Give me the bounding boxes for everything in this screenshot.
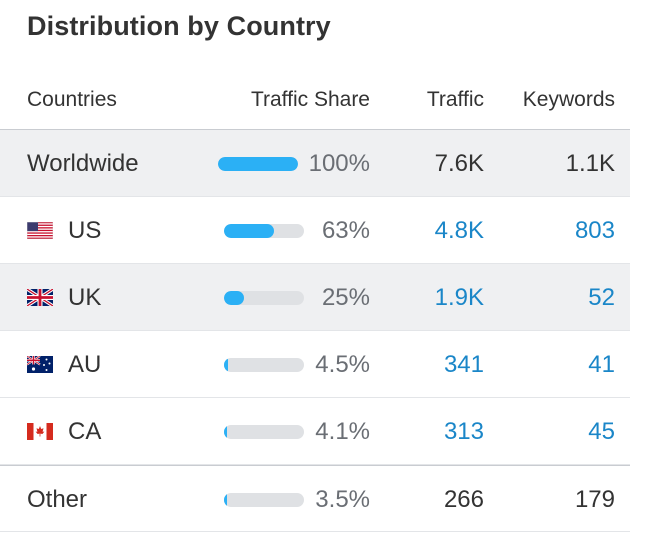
table-row: AU 4.5% 341 41: [0, 331, 630, 398]
traffic-value-link[interactable]: 341: [443, 351, 484, 378]
traffic-share-bar-fill: [224, 291, 244, 305]
country-name[interactable]: US: [68, 216, 102, 244]
country-cell: AU: [27, 331, 101, 398]
traffic-share-value: 63%: [321, 217, 370, 244]
country-cell: Other: [27, 466, 87, 533]
traffic-share-bar-fill: [218, 157, 298, 171]
traffic-value: 266: [443, 486, 484, 513]
traffic-value-link[interactable]: 313: [443, 418, 484, 445]
uk-flag-icon: [27, 289, 53, 306]
keywords-value-link[interactable]: 41: [588, 351, 615, 378]
keywords-value-link[interactable]: 52: [588, 284, 615, 311]
country-name: Worldwide: [27, 149, 139, 177]
au-flag-icon: [27, 356, 53, 373]
traffic-share-bar: [224, 425, 304, 439]
keywords-value: 1.1K: [565, 150, 615, 177]
country-cell: US: [27, 197, 101, 264]
table-row: CA 4.1% 313 45: [0, 398, 630, 465]
traffic-share-bar: [224, 224, 304, 238]
traffic-share-value: 4.5%: [315, 351, 370, 378]
keywords-value: 179: [574, 486, 615, 513]
traffic-share-bar-fill: [224, 425, 228, 439]
keywords-value-link[interactable]: 803: [574, 217, 615, 244]
widget-title: Distribution by Country: [27, 11, 331, 41]
country-name[interactable]: CA: [68, 417, 102, 445]
column-header-keywords[interactable]: Keywords: [522, 88, 615, 111]
country-name[interactable]: AU: [68, 350, 102, 378]
country-cell: CA: [27, 398, 101, 465]
table-header: Countries Traffic Share Traffic Keywords: [0, 88, 630, 118]
table-row: UK 25% 1.9K 52: [0, 264, 630, 331]
us-flag-icon: [27, 222, 53, 239]
country-name[interactable]: UK: [68, 283, 102, 311]
ca-flag-icon: [27, 423, 53, 440]
traffic-value-link[interactable]: 1.9K: [434, 284, 484, 311]
traffic-share-bar-fill: [224, 493, 227, 507]
traffic-share-value: 25%: [321, 284, 370, 311]
country-cell: UK: [27, 264, 101, 331]
traffic-value-link[interactable]: 4.8K: [434, 217, 484, 244]
column-header-countries[interactable]: Countries: [27, 88, 117, 111]
traffic-share-value: 4.1%: [315, 418, 370, 445]
traffic-share-value: 100%: [308, 150, 370, 177]
country-cell: Worldwide: [27, 130, 139, 197]
traffic-share-value: 3.5%: [315, 486, 370, 513]
column-header-traffic-share[interactable]: Traffic Share: [250, 88, 370, 111]
traffic-share-bar: [224, 358, 304, 372]
table-row: Other 3.5% 266 179: [0, 465, 630, 532]
country-name: Other: [27, 485, 88, 513]
traffic-share-bar: [224, 493, 304, 507]
table-row: US 63% 4.8K 803: [0, 197, 630, 264]
header-divider: [0, 129, 630, 130]
traffic-share-bar: [218, 157, 298, 171]
traffic-value: 7.6K: [434, 150, 484, 177]
country-table: Worldwide 100% 7.6K 1.1K: [0, 130, 630, 532]
traffic-share-bar: [224, 291, 304, 305]
table-row: Worldwide 100% 7.6K 1.1K: [0, 130, 630, 197]
traffic-share-bar-fill: [224, 358, 228, 372]
column-header-traffic[interactable]: Traffic: [426, 88, 484, 111]
traffic-share-bar-fill: [224, 224, 275, 238]
keywords-value-link[interactable]: 45: [588, 418, 615, 445]
